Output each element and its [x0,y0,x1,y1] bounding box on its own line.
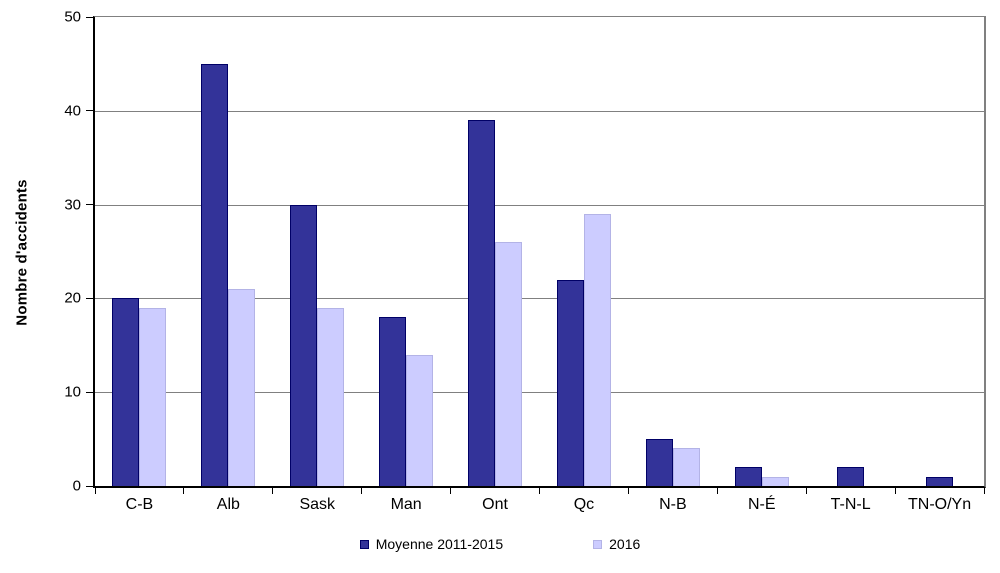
x-tick-label-T-N-L: T-N-L [830,496,871,513]
category-group-TN-O/Yn [895,17,984,486]
category-group-Alb [184,17,273,486]
x-tick-mark-8 [805,488,807,494]
x-tick-label-N-É: N-É [747,496,776,513]
bar-Ont-2016 [495,242,523,486]
category-group-Qc [540,17,629,486]
x-tick-label-Man: Man [390,496,422,513]
legend-swatch-icon [593,539,603,549]
x-tick-label-N-B: N-B [659,496,687,513]
gridline-y-20 [95,298,984,300]
category-group-C-B [95,17,184,486]
bar-TN-O/Yn-Moyenne 2011-2015 [926,476,954,486]
legend-swatch-icon [359,539,369,549]
y-tick-mark-20 [86,297,93,299]
y-tick-label-30: 30 [64,196,81,214]
x-tick-mark-9 [894,488,896,494]
x-tick-mark-2 [272,488,274,494]
bar-N-É-Moyenne 2011-2015 [734,467,762,486]
y-tick-label-0: 0 [72,477,81,495]
x-tick-label-Qc: Qc [573,496,595,513]
category-group-Sask [273,17,362,486]
bar-Sask-Moyenne 2011-2015 [290,204,318,486]
x-tick-mark-6 [627,488,629,494]
gridline-y-30 [95,204,984,206]
y-tick-label-20: 20 [64,289,81,307]
y-axis-title: Nombre d'accidents [13,178,31,326]
y-tick-label-10: 10 [64,383,81,401]
plot-area: 0 10 20 30 40 50 C-B Alb Sask Man Ont Qc N-B N-É T-N-L… [64,9,986,513]
legend-item-Moyenne 2011-2015: Moyenne 2011-2015 [359,536,504,552]
gridline-y-10 [95,392,984,394]
bar-Sask-2016 [317,307,345,486]
x-tick-mark-5 [539,488,540,494]
x-tick-mark-3 [361,488,363,494]
gridline-y-40 [95,110,984,112]
bar-T-N-L-Moyenne 2011-2015 [837,467,865,486]
bar-C-B-Moyenne 2011-2015 [112,298,140,486]
y-tick-mark-0 [86,485,93,487]
legend-label: Moyenne 2011-2015 [375,536,504,552]
y-tick-mark-10 [86,391,93,393]
bar-Alb-Moyenne 2011-2015 [201,63,229,486]
bar-N-B-Moyenne 2011-2015 [645,439,673,486]
y-axis-title-wrap: Nombre d'accidents [0,16,44,488]
bar-Qc-Moyenne 2011-2015 [556,279,584,486]
y-tick-label-50: 50 [64,8,81,26]
category-group-N-É [717,17,806,486]
x-tick-mark-1 [183,488,185,494]
x-tick-label-Sask: Sask [299,496,336,513]
x-tick-mark-10 [983,488,985,494]
x-tick-label-Ont: Ont [482,496,508,513]
bar-Alb-2016 [228,289,256,486]
x-tick-mark-4 [450,488,452,494]
category-group-Man [362,17,451,486]
x-tick-label-TN-O/Yn: TN-O/Yn [907,496,972,513]
legend-label: 2016 [609,536,641,552]
bar-C-B-2016 [139,307,167,486]
bar-N-B-2016 [672,448,700,486]
category-group-T-N-L [806,17,895,486]
bar-Qc-2016 [583,213,611,486]
y-tick-mark-50 [86,16,93,18]
bar-Ont-Moyenne 2011-2015 [468,120,496,486]
x-tick-mark-7 [716,488,718,494]
y-tick-mark-30 [86,204,93,206]
x-tick-label-Alb: Alb [216,496,240,513]
bar-N-É-2016 [761,476,789,486]
category-group-N-B [628,17,717,486]
x-tick-label-C-B: C-B [125,496,154,513]
y-tick-mark-40 [86,110,93,112]
y-tick-label-40: 40 [64,102,81,120]
category-group-Ont [451,17,540,486]
legend: Moyenne 2011-2015 2016 [0,536,1000,552]
bar-Man-2016 [406,354,434,486]
bar-Man-Moyenne 2011-2015 [379,317,407,486]
x-tick-mark-0 [94,488,96,494]
legend-item-2016: 2016 [593,536,640,552]
